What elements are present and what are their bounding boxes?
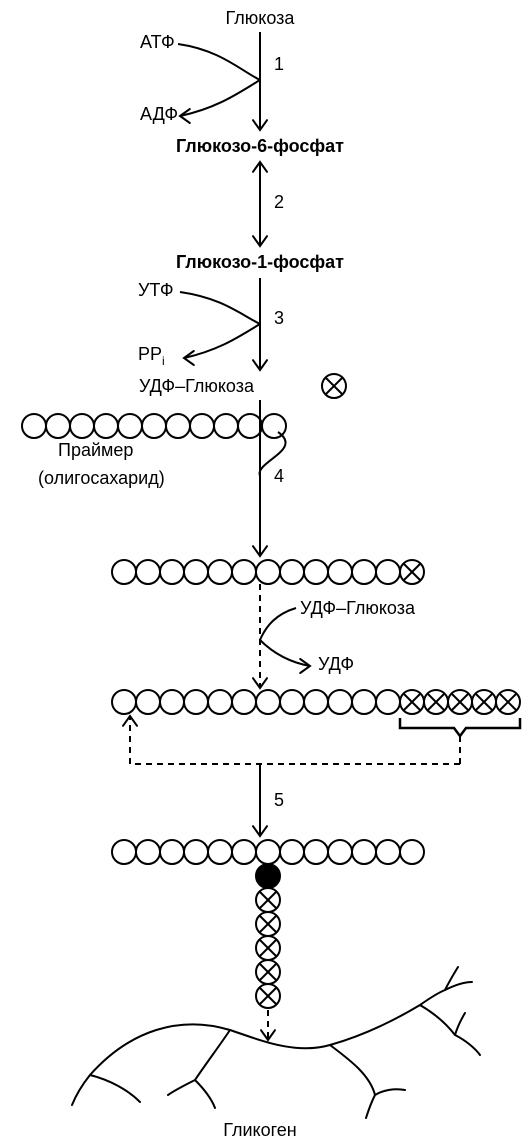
- label-glycogen: Гликоген: [223, 1120, 297, 1140]
- label-g1p: Глюкозо-1-фосфат: [176, 252, 344, 272]
- step-3: 3: [274, 308, 284, 328]
- glycogen-shape: [72, 967, 480, 1118]
- label-utp: УТФ: [138, 280, 174, 300]
- curve-atp: [178, 44, 260, 80]
- label-atp: АТФ: [140, 32, 175, 52]
- step-1: 1: [274, 54, 284, 74]
- label-primer: Праймер: [58, 440, 133, 460]
- label-primer-sub: (олигосахарид): [38, 468, 165, 488]
- step-5: 5: [274, 790, 284, 810]
- label-ppi: PPi: [138, 344, 165, 368]
- step-4: 4: [274, 466, 284, 486]
- label-glucose: Глюкоза: [226, 8, 296, 28]
- label-udp-glucose-2: УДФ–Глюкоза: [300, 598, 416, 618]
- step-2: 2: [274, 192, 284, 212]
- label-g6p: Глюкозо-6-фосфат: [176, 136, 344, 156]
- brace-icon: [400, 718, 520, 736]
- label-udp-glucose: УДФ–Глюкоза: [139, 376, 255, 396]
- udp-glucose-symbol: [322, 374, 346, 398]
- label-udp: УДФ: [318, 654, 354, 674]
- label-adp: АДФ: [140, 104, 178, 124]
